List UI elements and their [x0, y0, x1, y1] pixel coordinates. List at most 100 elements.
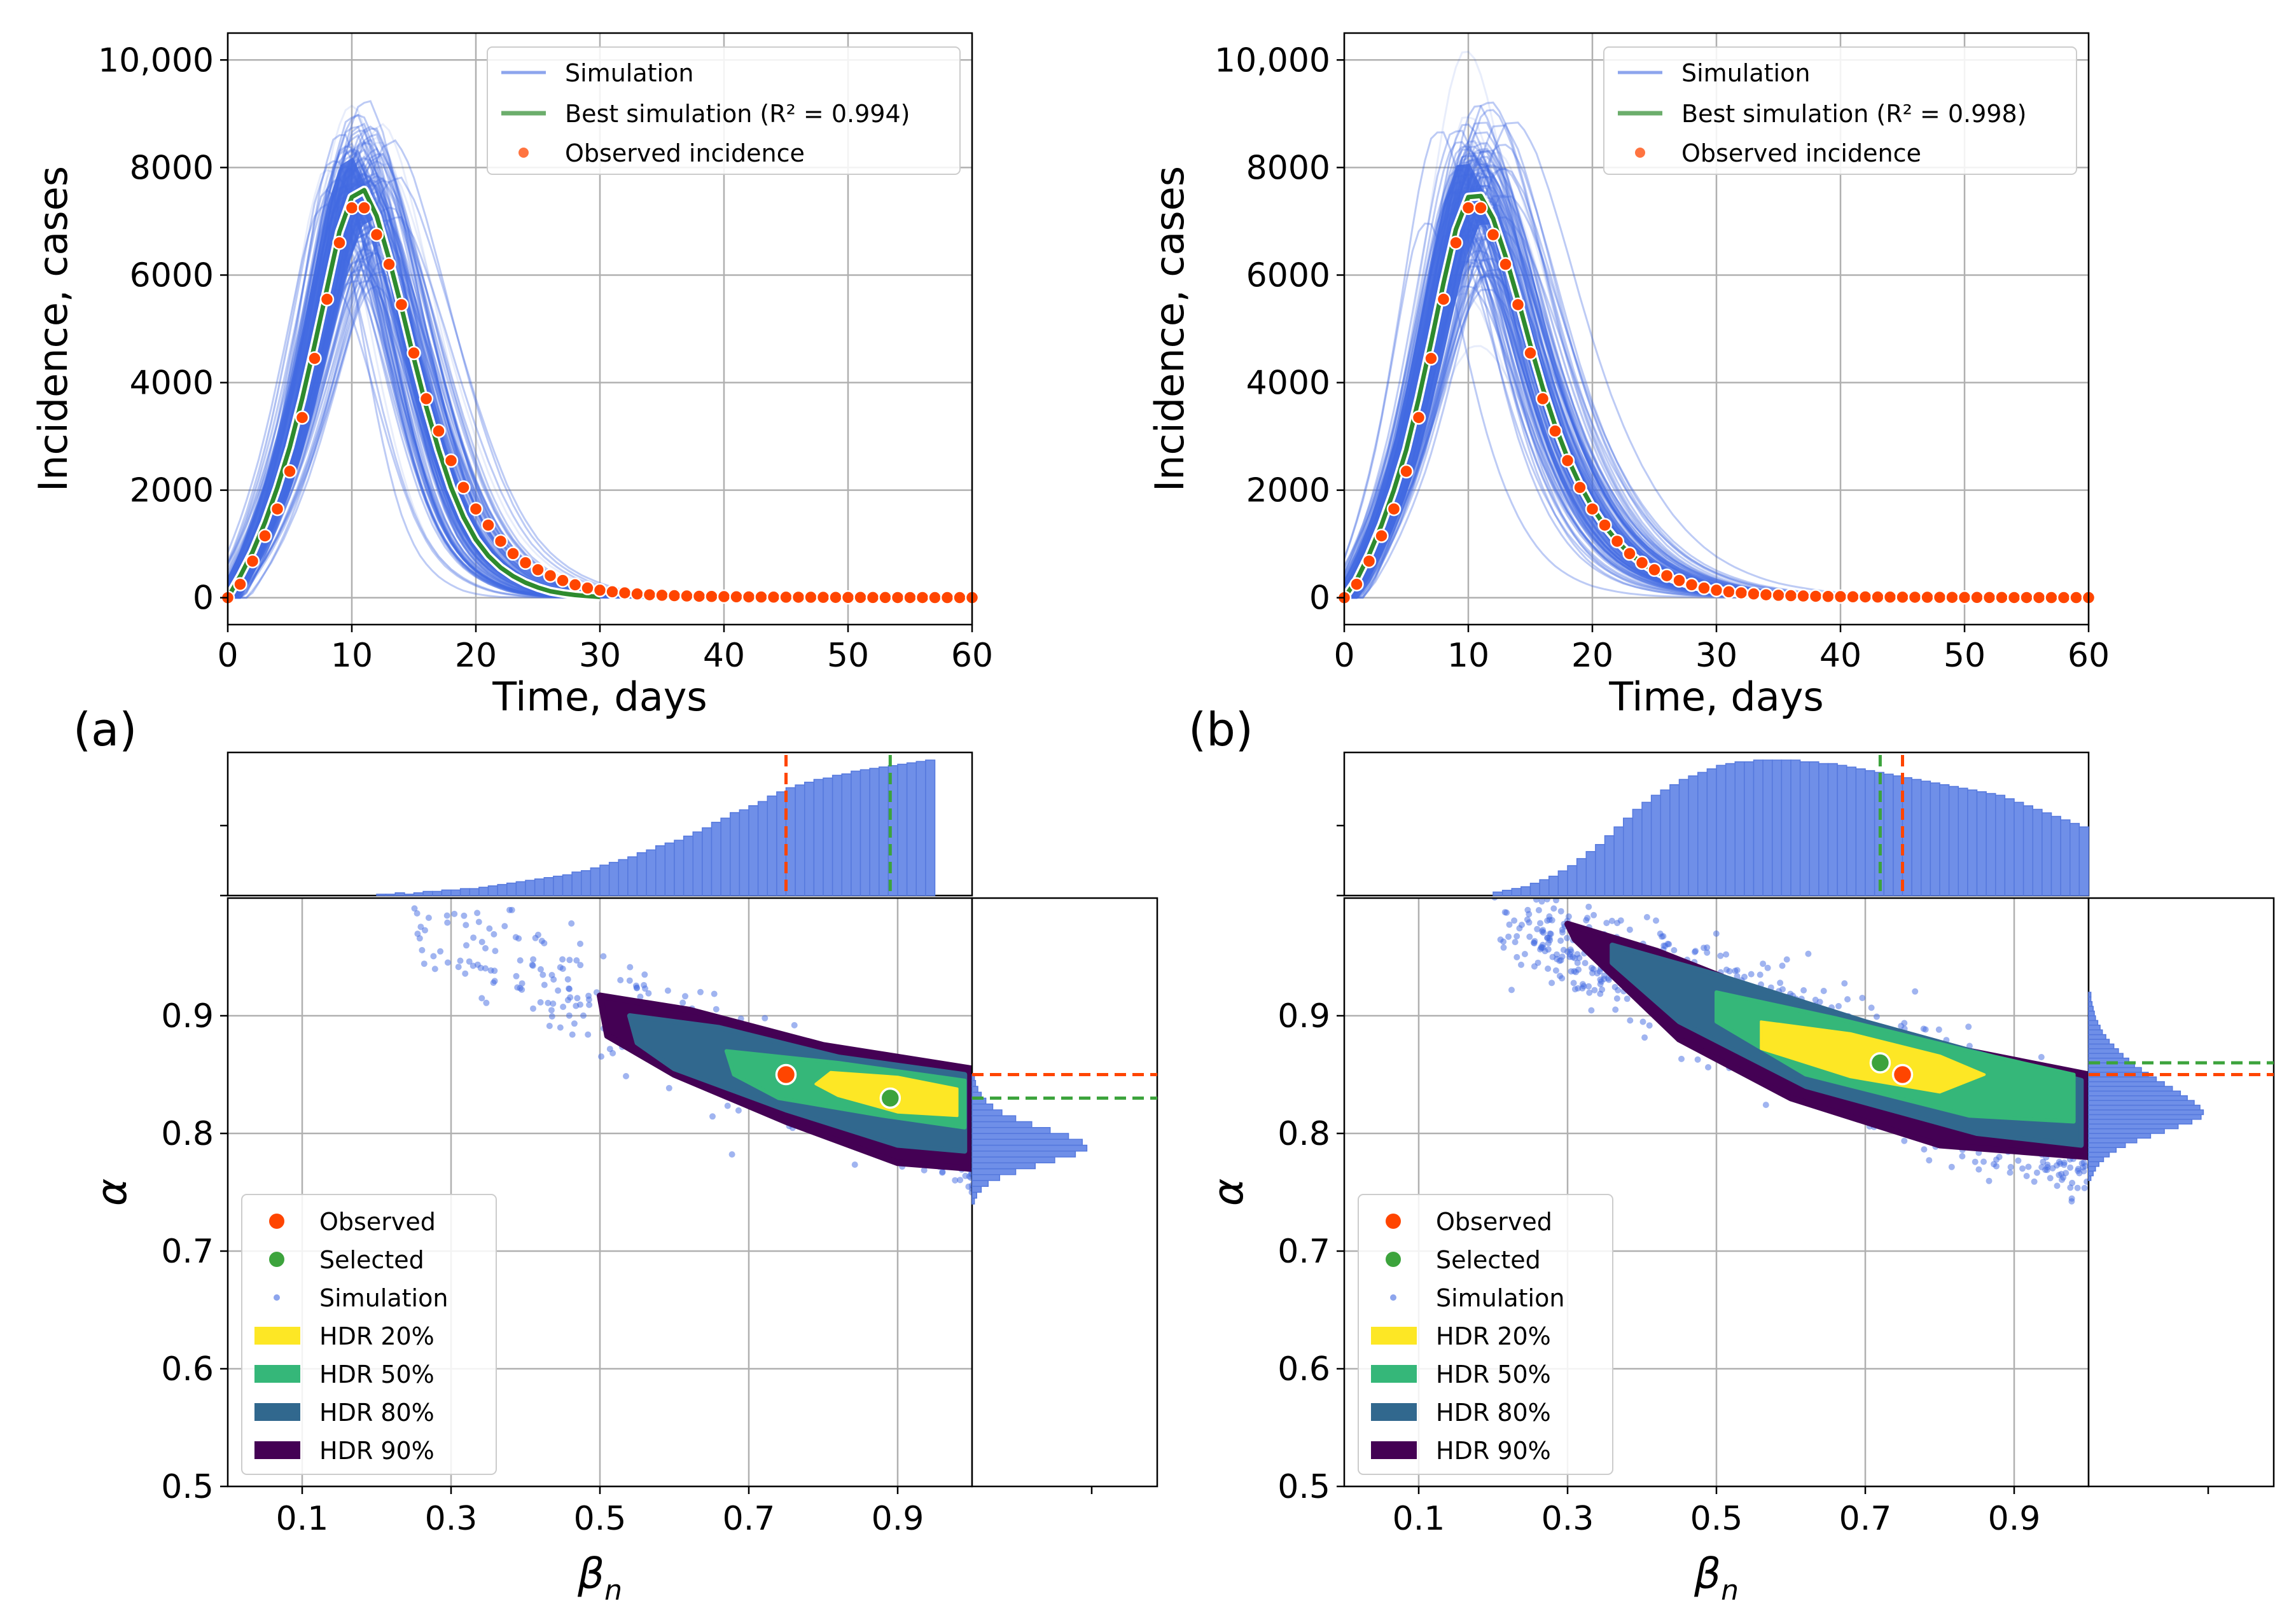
- y-tick-label: 0.9: [161, 997, 214, 1035]
- simulation-point: [957, 1177, 964, 1184]
- simulation-point: [1565, 913, 1572, 920]
- simulation-point: [1564, 934, 1571, 941]
- marginal-top-bar: [795, 784, 805, 896]
- simulation-point: [1589, 969, 1596, 976]
- simulation-point: [541, 981, 548, 988]
- marginal-top-bar: [859, 769, 870, 896]
- marginal-top-bar: [1921, 780, 1931, 896]
- simulation-point: [517, 957, 524, 964]
- observed-point: [1473, 200, 1488, 216]
- legend-swatch-observed: [518, 148, 529, 158]
- simulation-point: [1585, 903, 1592, 910]
- observed-point: [1349, 577, 1364, 592]
- simulation-point: [1570, 980, 1577, 986]
- marginal-right-bar: [971, 1180, 989, 1187]
- joint-plot-area: [1491, 898, 2089, 1205]
- simulation-point: [1506, 921, 1513, 928]
- observed-point: [1449, 235, 1463, 250]
- marginal-top-bar: [2014, 801, 2024, 896]
- simulation-point: [626, 977, 633, 984]
- x-tick-label: 0.1: [276, 1500, 329, 1538]
- x-tick-label: 40: [703, 637, 745, 675]
- marginal-right-bar: [2088, 1151, 2110, 1158]
- marginal-right-bar: [2088, 1137, 2138, 1144]
- simulation-point: [1671, 947, 1678, 953]
- observed-point: [1684, 578, 1699, 592]
- observed-point: [804, 590, 818, 605]
- simulation-point: [1678, 1055, 1685, 1062]
- marginal-top-bar: [1865, 770, 1875, 896]
- marginal-right-bar: [971, 1168, 1017, 1175]
- observed-point: [543, 568, 558, 583]
- marginal-top-bar: [1818, 763, 1829, 896]
- simulation-point: [711, 990, 718, 997]
- y-tick-label: 0.5: [1277, 1468, 1330, 1506]
- simulation-point: [1508, 986, 1515, 993]
- simulation-point: [1564, 948, 1571, 955]
- y-tick-label: 2000: [1246, 472, 1330, 510]
- selected-parameter-point: [879, 1087, 901, 1109]
- observed-point: [1858, 590, 1873, 604]
- observed-point: [456, 480, 471, 495]
- observed-point: [1622, 546, 1637, 561]
- simulation-point: [1859, 995, 1866, 1001]
- simulation-point: [1597, 976, 1604, 983]
- simulation-point: [466, 958, 473, 965]
- marginal-top-bar: [1939, 784, 1950, 896]
- observed-point: [431, 424, 446, 438]
- simulation-point: [2019, 1165, 2026, 1172]
- simulation-point: [2074, 1184, 2081, 1191]
- marginal-right-bar: [971, 1133, 1069, 1140]
- marginal-right-bar: [971, 1127, 1051, 1134]
- marginal-top-bar: [2070, 822, 2080, 896]
- simulation-point: [627, 964, 634, 971]
- simulation-point: [514, 984, 521, 991]
- simulation-point: [529, 962, 536, 969]
- simulation-point: [1996, 1154, 2003, 1160]
- legend-label: HDR 20%: [1436, 1322, 1551, 1350]
- simulation-point: [416, 935, 423, 942]
- marginal-top-bar: [1967, 789, 1978, 896]
- simulation-point: [550, 1000, 557, 1007]
- observed-point: [357, 200, 372, 216]
- legend-box: [487, 46, 961, 175]
- simulation-point: [637, 993, 644, 1000]
- simulation-point: [1535, 907, 1542, 913]
- marginal-top-bar: [534, 878, 545, 896]
- observed-point: [1672, 573, 1687, 588]
- simulation-point: [559, 956, 566, 963]
- observed-point: [1560, 453, 1575, 468]
- simulation-point: [1533, 898, 1540, 903]
- panel-label-a: (a): [73, 703, 137, 756]
- marginal-top-bar: [627, 856, 638, 896]
- simulation-point: [1777, 980, 1784, 986]
- observed-point: [716, 589, 732, 604]
- simulation-point: [1596, 968, 1603, 975]
- marginal-top-bar: [1744, 761, 1755, 896]
- simulation-point: [2042, 1166, 2049, 1173]
- observed-point: [853, 590, 868, 605]
- marginal-right-bar: [2088, 1133, 2152, 1139]
- observed-point: [1461, 200, 1476, 216]
- simulation-point: [1805, 950, 1812, 957]
- simulation-point: [2033, 1169, 2040, 1176]
- simulation-point: [1757, 971, 1764, 978]
- simulation-ensemble: [228, 100, 972, 599]
- simulation-point: [1547, 937, 1554, 944]
- observed-point: [1722, 585, 1736, 599]
- observed-point: [270, 501, 285, 516]
- simulation-point: [1573, 969, 1579, 976]
- simulation-point: [1868, 1004, 1875, 1011]
- simulation-point: [492, 948, 499, 955]
- y-tick-label: 2000: [130, 472, 214, 510]
- marginal-top-bar: [1660, 789, 1671, 896]
- observed-point: [1498, 257, 1513, 272]
- observed-point: [679, 588, 694, 604]
- simulation-point: [1704, 949, 1711, 956]
- marginal-top-bar: [1595, 844, 1606, 896]
- marginal-top-bar: [1753, 759, 1764, 896]
- observed-point: [1485, 227, 1501, 242]
- simulation-point: [1704, 944, 1711, 951]
- simulation-point: [444, 959, 451, 966]
- simulation-point: [451, 910, 458, 917]
